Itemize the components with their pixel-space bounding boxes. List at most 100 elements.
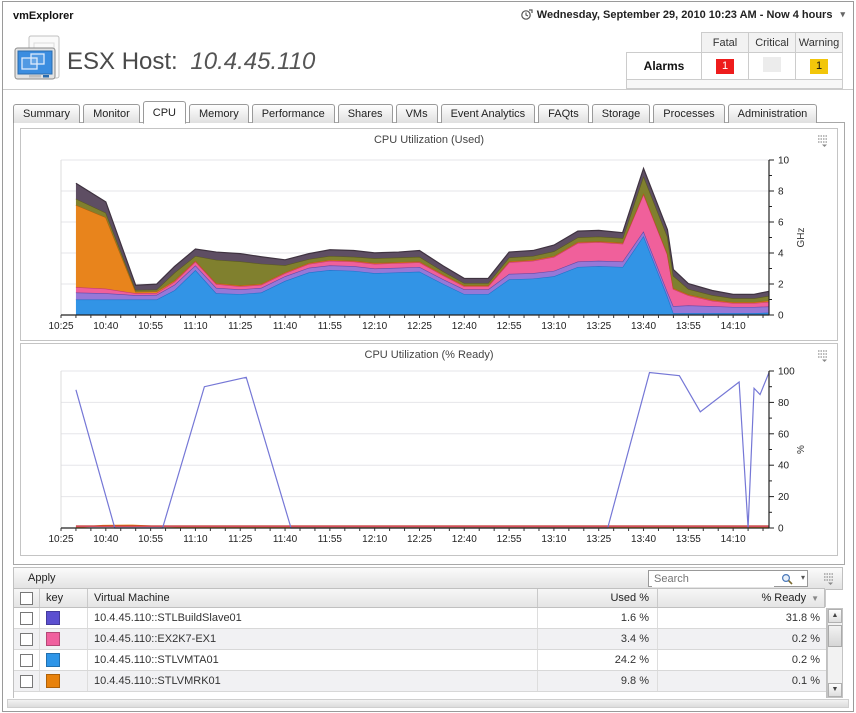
alarms-summary: Fatal Critical Warning Alarms 1 1 bbox=[626, 32, 843, 89]
svg-text:80: 80 bbox=[778, 398, 790, 409]
svg-text:20: 20 bbox=[778, 492, 790, 503]
tab-shares[interactable]: Shares bbox=[337, 104, 393, 123]
cpu-ready-chart: 10:25 10:40 10:55 11:10 11:25 11:40 11:55 12:10… bbox=[48, 367, 807, 546]
svg-text:0: 0 bbox=[778, 311, 784, 322]
svg-text:11:10: 11:10 bbox=[183, 534, 208, 545]
svg-text:12:25: 12:25 bbox=[407, 321, 432, 332]
warning-alarm-badge[interactable]: 1 bbox=[810, 58, 828, 74]
column-header-used[interactable]: Used % bbox=[538, 589, 658, 607]
tab-administration[interactable]: Administration bbox=[727, 104, 818, 123]
esx-host-icon bbox=[13, 35, 63, 87]
svg-text:13:55: 13:55 bbox=[676, 321, 701, 332]
svg-text:13:10: 13:10 bbox=[541, 534, 566, 545]
svg-text:12:55: 12:55 bbox=[497, 534, 522, 545]
time-range-selector[interactable]: Wednesday, September 29, 2010 10:23 AM -… bbox=[520, 8, 845, 21]
svg-text:GHz: GHz bbox=[796, 228, 807, 248]
search-input[interactable] bbox=[652, 571, 774, 587]
vm-name: 10.4.45.110::STLVMRK01 bbox=[88, 671, 538, 691]
scroll-thumb[interactable] bbox=[828, 625, 842, 647]
used-percent: 9.8 % bbox=[538, 671, 658, 691]
select-all-checkbox[interactable] bbox=[20, 591, 33, 605]
tab-cpu[interactable]: CPU bbox=[142, 101, 186, 124]
tab-memory[interactable]: Memory bbox=[188, 104, 249, 123]
row-checkbox[interactable] bbox=[20, 674, 33, 688]
search-options-caret-icon[interactable]: ▾ bbox=[800, 573, 805, 582]
critical-alarm-badge[interactable] bbox=[763, 57, 781, 72]
cpu-ready-chart-title: CPU Utilization (% Ready) bbox=[364, 349, 494, 361]
used-percent: 24.2 % bbox=[538, 650, 658, 670]
used-percent: 1.6 % bbox=[538, 608, 658, 628]
page-title: ESX Host: 10.4.45.110 bbox=[67, 48, 315, 76]
svg-text:12:55: 12:55 bbox=[497, 321, 522, 332]
svg-text:11:25: 11:25 bbox=[228, 321, 253, 332]
svg-text:11:55: 11:55 bbox=[318, 534, 343, 545]
column-header-key[interactable]: key bbox=[40, 589, 88, 607]
column-header-ready[interactable]: % Ready ▼ bbox=[658, 589, 826, 607]
table-row[interactable]: 10.4.45.110::STLBuildSlave01 1.6 % 31.8 % bbox=[14, 608, 826, 629]
svg-text:6: 6 bbox=[778, 218, 784, 229]
column-header-vm[interactable]: Virtual Machine bbox=[88, 589, 538, 607]
table-header: key Virtual Machine Used % % Ready ▼ bbox=[13, 588, 826, 608]
table-toolbar: Apply ▾ bbox=[13, 567, 843, 590]
vm-table-section: Apply ▾ bbox=[13, 567, 843, 698]
ready-percent: 31.8 % bbox=[785, 612, 820, 624]
svg-text:4: 4 bbox=[778, 249, 784, 260]
table-row[interactable]: 10.4.45.110::STLVMTA01 24.2 % 0.2 % bbox=[14, 650, 826, 671]
scroll-up-icon[interactable]: ▲ bbox=[828, 609, 842, 623]
svg-text:11:55: 11:55 bbox=[318, 321, 343, 332]
tab-event-analytics[interactable]: Event Analytics bbox=[440, 104, 536, 123]
fatal-alarm-badge[interactable]: 1 bbox=[716, 58, 734, 74]
tab-performance[interactable]: Performance bbox=[251, 104, 335, 123]
svg-text:12:40: 12:40 bbox=[452, 534, 477, 545]
series-key-swatch bbox=[46, 674, 60, 688]
chart-actions-icon[interactable] bbox=[816, 134, 829, 152]
search-icon[interactable] bbox=[781, 572, 793, 590]
cpu-used-chart-panel: 10:25 10:40 10:55 11:10 11:25 11:40 11:55 12:10… bbox=[20, 128, 838, 341]
vm-name: 10.4.45.110::STLVMTA01 bbox=[88, 650, 538, 670]
svg-text:10:40: 10:40 bbox=[93, 321, 118, 332]
alarms-col-critical: Critical bbox=[748, 32, 796, 53]
vm-name: 10.4.45.110::EX2K7-EX1 bbox=[88, 629, 538, 649]
time-range-label: Wednesday, September 29, 2010 10:23 AM -… bbox=[536, 8, 833, 21]
svg-text:10:25: 10:25 bbox=[48, 321, 73, 332]
series-key-swatch bbox=[46, 632, 60, 646]
svg-text:12:10: 12:10 bbox=[362, 321, 387, 332]
svg-text:12:40: 12:40 bbox=[452, 321, 477, 332]
svg-text:40: 40 bbox=[778, 461, 790, 472]
chart-actions-icon[interactable] bbox=[816, 349, 829, 367]
cpu-used-chart: 10:25 10:40 10:55 11:10 11:25 11:40 11:55 12:10… bbox=[48, 156, 807, 333]
sort-desc-icon: ▼ bbox=[811, 593, 819, 603]
table-scrollbar[interactable]: ▲ ▼ bbox=[827, 608, 843, 698]
ready-percent: 0.2 % bbox=[791, 654, 820, 666]
row-checkbox[interactable] bbox=[20, 632, 33, 646]
vm-name: 10.4.45.110::STLBuildSlave01 bbox=[88, 608, 538, 628]
row-checkbox[interactable] bbox=[20, 653, 33, 667]
cpu-ready-chart-panel: 10:25 10:40 10:55 11:10 11:25 11:40 11:55 12:10… bbox=[20, 343, 838, 556]
svg-text:10:55: 10:55 bbox=[138, 534, 163, 545]
tab-storage[interactable]: Storage bbox=[591, 104, 651, 123]
svg-text:12:25: 12:25 bbox=[407, 534, 432, 545]
svg-text:14:10: 14:10 bbox=[721, 321, 746, 332]
table-actions-icon[interactable] bbox=[822, 572, 835, 590]
svg-text:0: 0 bbox=[778, 524, 784, 535]
app-title: vmExplorer bbox=[13, 10, 74, 22]
tab-faqts[interactable]: FAQts bbox=[538, 104, 589, 123]
horizontal-scrollbar[interactable] bbox=[7, 699, 849, 708]
scroll-down-icon[interactable]: ▼ bbox=[828, 683, 842, 697]
vm-table-body: 10.4.45.110::STLBuildSlave01 1.6 % 31.8 % 1… bbox=[13, 608, 827, 698]
svg-text:11:40: 11:40 bbox=[273, 534, 298, 545]
row-checkbox[interactable] bbox=[20, 611, 33, 625]
tab-processes[interactable]: Processes bbox=[653, 104, 725, 123]
svg-text:10: 10 bbox=[778, 156, 790, 167]
series-key-swatch bbox=[46, 653, 60, 667]
chevron-down-icon: ▾ bbox=[840, 9, 845, 19]
svg-text:13:40: 13:40 bbox=[631, 534, 656, 545]
apply-button[interactable]: Apply bbox=[28, 572, 56, 584]
table-row[interactable]: 10.4.45.110::STLVMRK01 9.8 % 0.1 % bbox=[14, 671, 826, 692]
table-row[interactable]: 10.4.45.110::EX2K7-EX1 3.4 % 0.2 % bbox=[14, 629, 826, 650]
tab-summary[interactable]: Summary bbox=[13, 104, 81, 123]
svg-text:11:40: 11:40 bbox=[273, 321, 298, 332]
tab-vms[interactable]: VMs bbox=[395, 104, 438, 123]
tab-monitor[interactable]: Monitor bbox=[83, 104, 140, 123]
